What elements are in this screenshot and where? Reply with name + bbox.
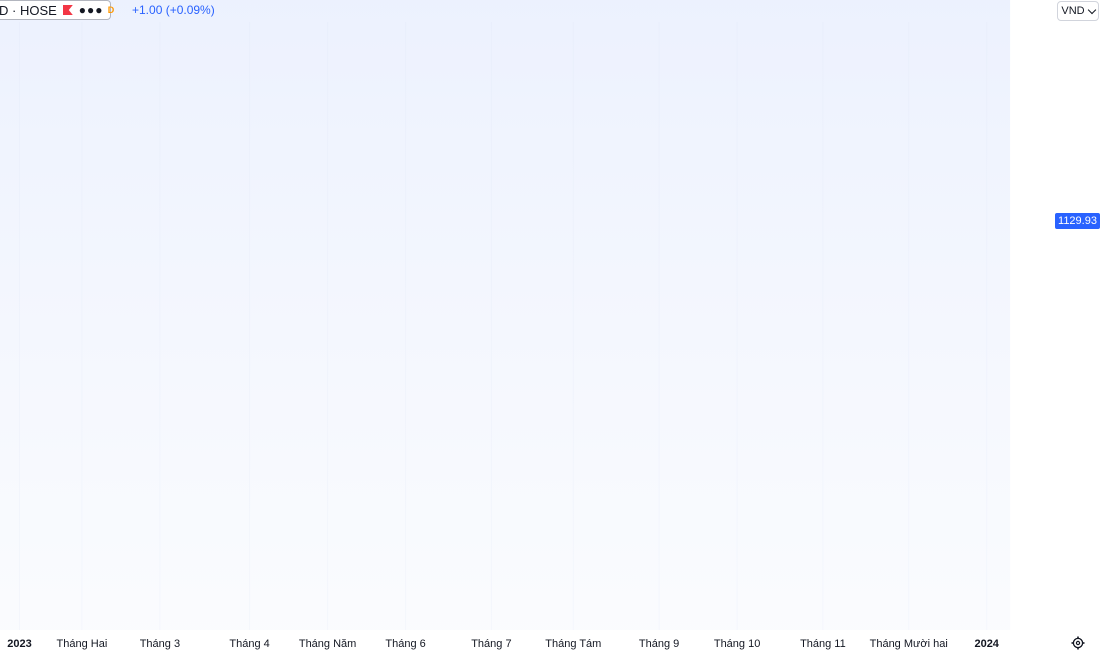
interval-badge: D [107,5,115,15]
currency-label: VND [1061,5,1085,17]
series-area [0,0,1011,630]
symbol-selector[interactable]: D · HOSE ●●● [0,0,111,20]
x-tick-label: Tháng 6 [385,638,425,650]
x-tick-label: Tháng 10 [714,638,760,650]
settings-icon[interactable] [1071,636,1085,650]
x-tick-label: Tháng Mười hai [870,638,948,650]
last-price-label: 1129.93 [1055,213,1100,229]
x-tick-label: Tháng 9 [639,638,679,650]
x-tick-label: Tháng 11 [800,638,846,650]
x-tick-label: 2023 [7,638,31,650]
x-tick-label: Tháng Năm [299,638,356,650]
x-tick-label: Tháng 3 [140,638,180,650]
chevron-down-icon [1087,5,1096,14]
more-icon[interactable]: ●●● [78,3,104,17]
x-tick-label: Tháng 7 [471,638,511,650]
x-axis[interactable]: 2023 Tháng Hai Tháng 3 Tháng 4 Tháng Năm Thán… [7,638,1000,650]
x-tick-label: Tháng 4 [229,638,269,650]
chart-area [0,0,1011,630]
symbol-text: D · HOSE [0,2,57,18]
price-change: +1.00 (+0.09%) [132,3,215,17]
currency-button[interactable]: VND [1057,1,1099,21]
x-tick-label: 2024 [974,638,999,650]
x-tick-label: Tháng Tám [545,638,601,650]
flag-icon[interactable] [63,5,73,15]
x-tick-label: Tháng Hai [57,638,108,650]
